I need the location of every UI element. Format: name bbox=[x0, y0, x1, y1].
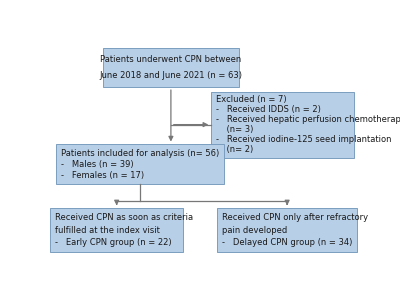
Text: June 2018 and June 2021 (n = 63): June 2018 and June 2021 (n = 63) bbox=[100, 71, 242, 80]
Text: -   Delayed CPN group (n = 34): - Delayed CPN group (n = 34) bbox=[222, 238, 352, 247]
Text: Patients included for analysis (n= 56): Patients included for analysis (n= 56) bbox=[61, 149, 219, 158]
Text: -   Females (n = 17): - Females (n = 17) bbox=[61, 171, 144, 180]
FancyBboxPatch shape bbox=[50, 208, 183, 252]
FancyBboxPatch shape bbox=[103, 47, 239, 87]
Text: -   Received iodine-125 seed implantation: - Received iodine-125 seed implantation bbox=[216, 135, 391, 144]
FancyBboxPatch shape bbox=[218, 208, 357, 252]
FancyBboxPatch shape bbox=[211, 92, 354, 158]
Text: pain developed: pain developed bbox=[222, 226, 287, 235]
Text: -   Received hepatic perfusion chemotherapy: - Received hepatic perfusion chemotherap… bbox=[216, 115, 400, 124]
Text: -   Males (n = 39): - Males (n = 39) bbox=[61, 160, 134, 169]
FancyBboxPatch shape bbox=[56, 144, 224, 184]
Text: Patients underwent CPN between: Patients underwent CPN between bbox=[100, 55, 242, 63]
Text: Received CPN only after refractory: Received CPN only after refractory bbox=[222, 213, 368, 222]
Text: Excluded (n = 7): Excluded (n = 7) bbox=[216, 95, 286, 104]
Text: -   Received IDDS (n = 2): - Received IDDS (n = 2) bbox=[216, 105, 321, 114]
Text: -   Early CPN group (n = 22): - Early CPN group (n = 22) bbox=[55, 238, 171, 247]
Text: fulfilled at the index visit: fulfilled at the index visit bbox=[55, 226, 160, 235]
Text: (n= 2): (n= 2) bbox=[216, 145, 253, 154]
Text: Received CPN as soon as criteria: Received CPN as soon as criteria bbox=[55, 213, 193, 222]
Text: (n= 3): (n= 3) bbox=[216, 125, 253, 134]
